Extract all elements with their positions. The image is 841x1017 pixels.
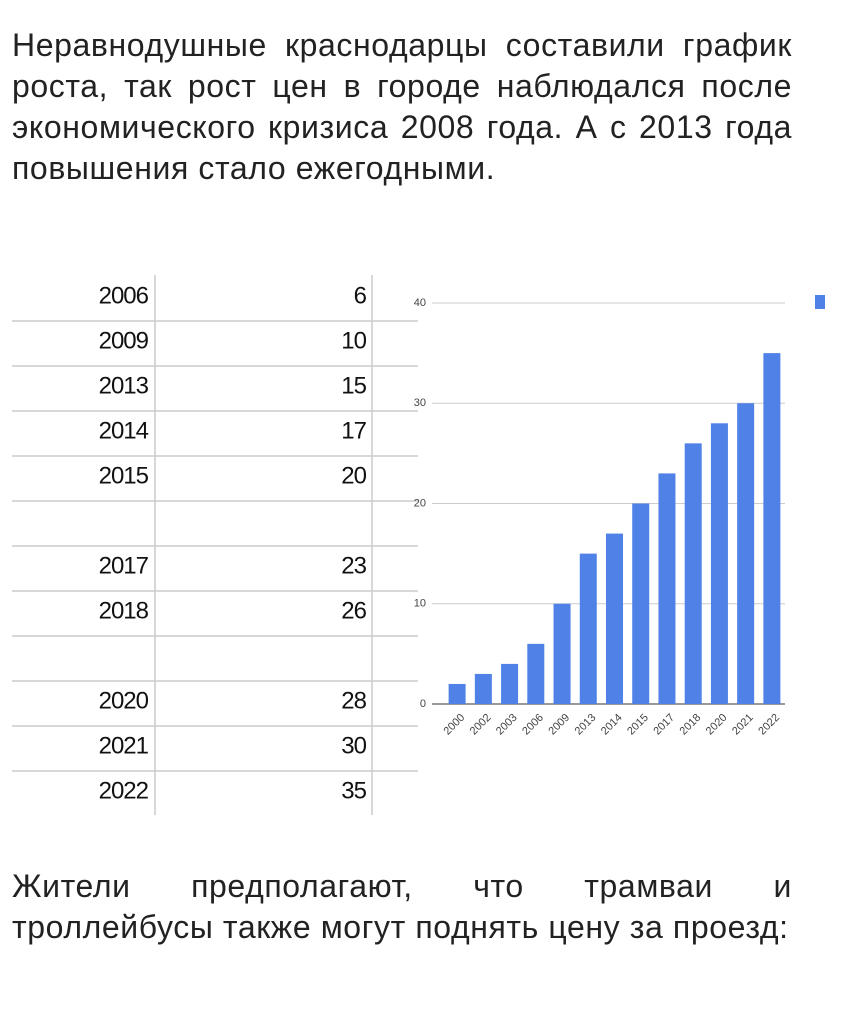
- bar: [448, 683, 466, 704]
- y-tick-label: 40: [414, 297, 426, 309]
- bar: [527, 643, 545, 704]
- x-tick-label: 2014: [599, 712, 625, 738]
- intro-text: Неравнодушные краснодарцы составили граф…: [12, 27, 792, 186]
- x-tick-label: 2021: [730, 712, 756, 738]
- table-cell: 35: [341, 777, 366, 804]
- x-tick-label: 2015: [625, 712, 651, 738]
- bar: [684, 443, 702, 704]
- table-cell: 2022: [99, 777, 149, 804]
- table-cell: 2020: [99, 687, 149, 714]
- x-tick-label: 2002: [468, 712, 494, 738]
- bar: [606, 533, 623, 704]
- table-cell: 2014: [99, 417, 149, 444]
- table-cell: 2009: [99, 327, 149, 354]
- table-cell: 6: [354, 282, 367, 309]
- bar: [474, 673, 492, 704]
- x-tick-label: 2006: [520, 712, 546, 738]
- table-cell: 26: [341, 597, 366, 624]
- x-tick-label: 2000: [441, 712, 467, 738]
- table-cell: 20: [341, 462, 366, 489]
- table-cell: 2021: [99, 732, 149, 759]
- bar: [579, 553, 597, 704]
- bar: [553, 603, 571, 704]
- table-cell: 10: [341, 327, 366, 354]
- bar: [501, 663, 519, 704]
- table-cell: 2013: [99, 372, 149, 399]
- bar: [658, 473, 676, 704]
- x-tick-label: 2013: [573, 712, 599, 738]
- bar: [763, 353, 781, 704]
- legend-swatch: [815, 295, 825, 309]
- table-cell: 2006: [99, 282, 149, 309]
- y-tick-label: 20: [414, 497, 426, 509]
- bar: [632, 503, 650, 704]
- table-cell: 2017: [99, 552, 149, 579]
- bar: [737, 403, 755, 704]
- table-cell: 15: [341, 372, 366, 399]
- x-tick-label: 2018: [678, 712, 704, 738]
- table-cell: 30: [341, 732, 366, 759]
- outro-text: Жители предполагают, что трамваи и тролл…: [12, 868, 792, 945]
- x-tick-label: 2009: [546, 712, 572, 738]
- y-tick-label: 30: [414, 397, 426, 409]
- x-tick-label: 2020: [704, 712, 730, 738]
- table-cell: 2018: [99, 597, 149, 624]
- y-tick-label: 10: [414, 598, 426, 610]
- table-cell: 28: [341, 687, 366, 714]
- x-tick-label: 2022: [756, 712, 782, 738]
- table-cell: 23: [341, 552, 366, 579]
- table-cell: 17: [341, 417, 366, 444]
- bar: [710, 423, 728, 704]
- x-tick-label: 2017: [651, 712, 677, 738]
- y-tick-label: 0: [420, 698, 426, 710]
- x-tick-label: 2003: [494, 712, 520, 738]
- table-cell: 2015: [99, 462, 149, 489]
